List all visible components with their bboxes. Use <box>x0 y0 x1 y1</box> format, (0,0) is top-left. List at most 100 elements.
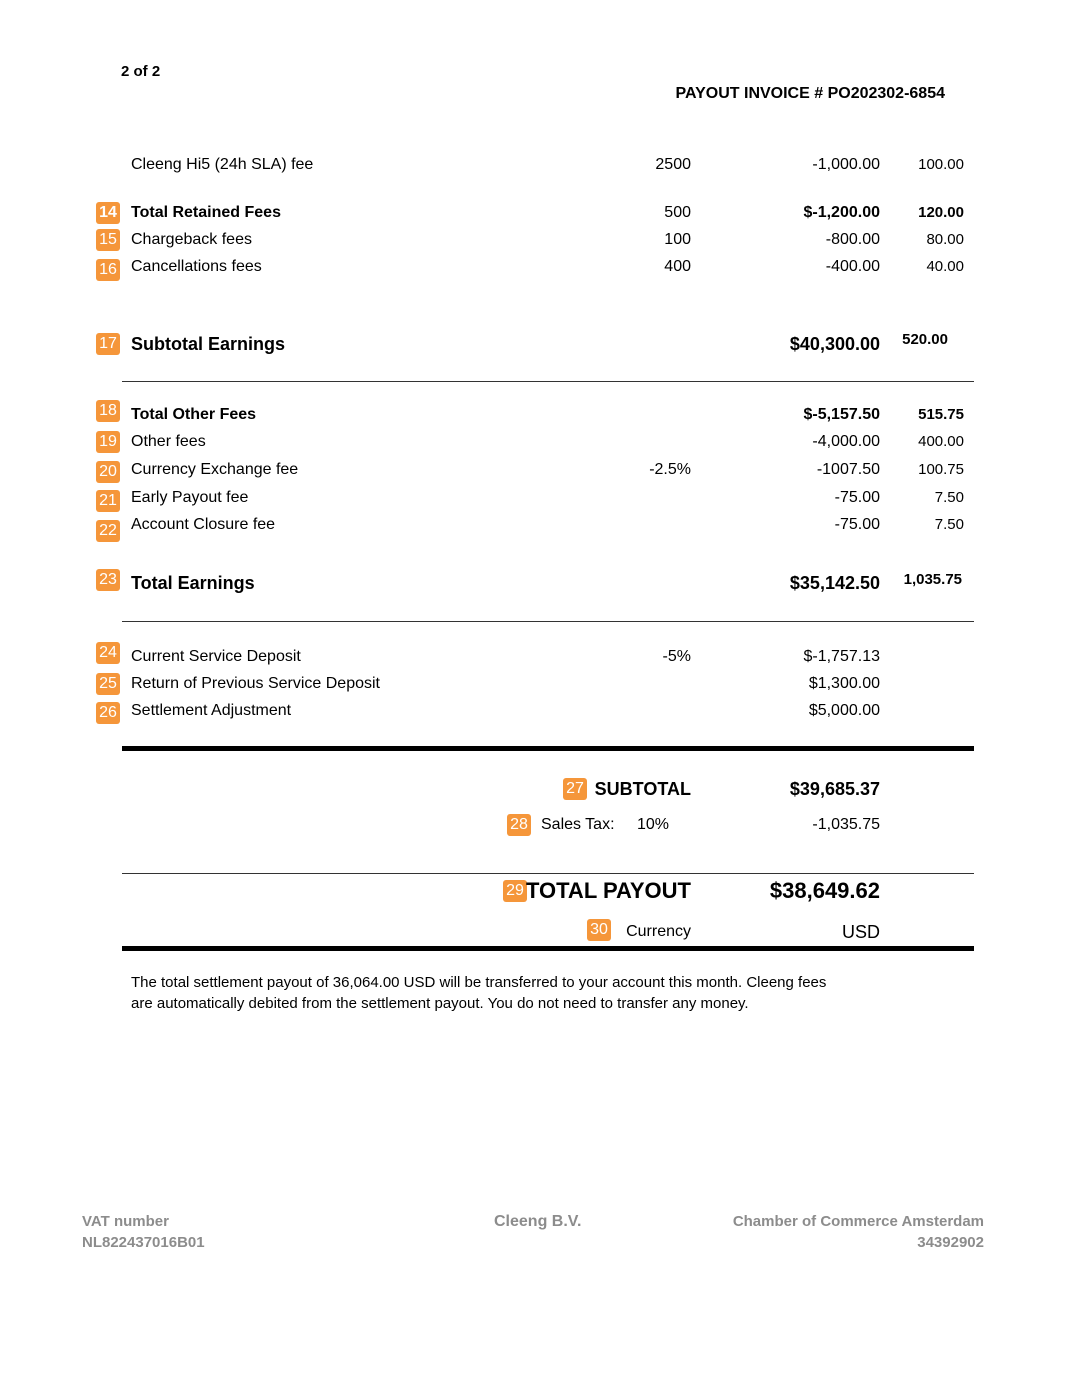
item-amount: $5,000.00 <box>808 702 880 719</box>
line-item-total-earnings: 23 Total Earnings $35,142.50 1,035.75 <box>0 569 1067 595</box>
item-amount: -75.00 <box>834 489 880 506</box>
note-line: are automatically debited from the settl… <box>131 995 749 1012</box>
item-label: Account Closure fee <box>131 516 276 533</box>
badge: 29 <box>503 880 527 902</box>
badge: 23 <box>96 569 120 591</box>
divider-thick <box>122 946 974 951</box>
item-label: Return of Previous Service Deposit <box>131 675 380 692</box>
item-qty: 2500 <box>655 156 691 173</box>
divider <box>122 873 974 874</box>
summary-sales-tax: 28 Sales Tax: 10% -1,035.75 <box>0 813 1067 837</box>
line-item-subtotal-earnings: 17 Subtotal Earnings $40,300.00 520.00 <box>0 331 1067 356</box>
item-fee: 1,035.75 <box>903 571 962 588</box>
item-amount: $-1,757.13 <box>803 648 880 665</box>
item-amount: -400.00 <box>825 258 880 275</box>
item-label: Chargeback fees <box>131 231 252 248</box>
line-item-cancellations: 16 Cancellations fees 400 -400.00 40.00 <box>0 255 1067 281</box>
item-fee: 120.00 <box>918 204 964 221</box>
line-item-current-service-deposit: 24 Current Service Deposit -5% $-1,757.1… <box>0 642 1067 669</box>
divider <box>122 621 974 622</box>
coc-label: Chamber of Commerce Amsterdam <box>732 1213 984 1230</box>
item-fee: 100.75 <box>918 461 964 478</box>
summary-label: TOTAL PAYOUT <box>525 878 691 903</box>
item-label: Settlement Adjustment <box>131 702 292 719</box>
item-qty: 400 <box>664 258 691 275</box>
item-label: Total Other Fees <box>131 406 257 423</box>
badge: 15 <box>96 229 120 251</box>
badge: 19 <box>96 431 120 453</box>
badge: 18 <box>96 400 120 422</box>
summary-subtotal: 27 SUBTOTAL $39,685.37 <box>0 777 1067 801</box>
item-fee: 7.50 <box>934 516 964 533</box>
line-item-currency-exchange: 20 Currency Exchange fee -2.5% -1007.50 … <box>0 458 1067 483</box>
summary-total-payout: 29 TOTAL PAYOUT $38,649.62 <box>0 878 1067 903</box>
item-fee: 520.00 <box>902 331 948 348</box>
item-label: Total Earnings <box>131 573 255 593</box>
footer-vat: VAT number NL822437016B01 <box>82 1211 205 1253</box>
item-amount: $40,300.00 <box>789 334 880 354</box>
item-label: Subtotal Earnings <box>131 334 286 354</box>
line-item-early-payout: 21 Early Payout fee -75.00 7.50 <box>0 486 1067 512</box>
item-label: Other fees <box>131 433 206 450</box>
item-fee: 80.00 <box>926 231 964 248</box>
item-fee: 40.00 <box>926 258 964 275</box>
badge: 28 <box>507 814 531 836</box>
badge: 27 <box>563 778 587 800</box>
item-amount: $1,300.00 <box>808 675 880 692</box>
note-line: The total settlement payout of 36,064.00… <box>131 974 827 991</box>
item-fee: 400.00 <box>918 433 964 450</box>
summary-amount: -1,035.75 <box>812 816 880 833</box>
currency-value: USD <box>841 922 880 942</box>
badge: 22 <box>96 520 120 542</box>
line-item-account-closure: 22 Account Closure fee -75.00 7.50 <box>0 513 1067 542</box>
summary-label: SUBTOTAL <box>594 779 691 799</box>
coc-number: 34392902 <box>917 1234 984 1251</box>
line-item-settlement-adjustment: 26 Settlement Adjustment $5,000.00 <box>0 699 1067 724</box>
item-amount: -1007.50 <box>816 461 880 478</box>
line-item-chargeback: 15 Chargeback fees 100 -800.00 80.00 <box>0 228 1067 252</box>
vat-number: NL822437016B01 <box>82 1234 205 1251</box>
item-fee: 7.50 <box>934 489 964 506</box>
item-label: Current Service Deposit <box>131 648 301 665</box>
item-label: Currency Exchange fee <box>131 461 299 478</box>
badge: 16 <box>96 259 120 281</box>
item-qty: -2.5% <box>649 461 691 478</box>
badge: 17 <box>96 333 120 355</box>
badge: 20 <box>96 461 120 483</box>
sales-tax-rate: 10% <box>637 816 670 833</box>
summary-label: Sales Tax: <box>541 816 615 833</box>
payout-note: The total settlement payout of 36,064.00… <box>131 972 826 1014</box>
line-item-hi5: Cleeng Hi5 (24h SLA) fee 2500 -1,000.00 … <box>0 153 1067 177</box>
item-qty: 500 <box>664 204 691 221</box>
divider-thick <box>122 746 974 751</box>
divider <box>122 381 974 382</box>
line-item-return-deposit: 25 Return of Previous Service Deposit $1… <box>0 672 1067 696</box>
item-amount: -4,000.00 <box>812 433 880 450</box>
line-item-total-retained-fees: 14 Total Retained Fees 500 $-1,200.00 12… <box>0 201 1067 225</box>
item-label: Cleeng Hi5 (24h SLA) fee <box>131 156 314 173</box>
page-indicator: 2 of 2 <box>121 63 161 80</box>
item-fee: 100.00 <box>918 156 964 173</box>
item-amount: -1,000.00 <box>812 156 880 173</box>
item-label: Early Payout fee <box>131 489 249 506</box>
badge: 26 <box>96 702 120 724</box>
line-item-other-fees: 19 Other fees -4,000.00 400.00 <box>0 430 1067 454</box>
badge: 21 <box>96 490 120 512</box>
badge: 24 <box>96 642 120 664</box>
item-amount: -800.00 <box>825 231 880 248</box>
item-amount: -75.00 <box>834 516 880 533</box>
line-item-total-other-fees: 18 Total Other Fees $-5,157.50 515.75 <box>0 400 1067 427</box>
item-qty: 100 <box>664 231 691 248</box>
invoice-title: PAYOUT INVOICE # PO202302-6854 <box>675 85 945 102</box>
vat-label: VAT number <box>82 1213 169 1230</box>
item-fee: 515.75 <box>918 406 964 423</box>
footer-coc: Chamber of Commerce Amsterdam 34392902 <box>733 1211 984 1253</box>
summary-amount: $38,649.62 <box>769 878 880 903</box>
item-amount: $35,142.50 <box>789 573 880 593</box>
item-label: Total Retained Fees <box>131 204 281 221</box>
item-label: Cancellations fees <box>131 258 262 275</box>
summary-currency: 30 Currency USD <box>0 919 1067 944</box>
summary-amount: $39,685.37 <box>789 779 880 799</box>
item-amount: $-5,157.50 <box>803 406 880 423</box>
